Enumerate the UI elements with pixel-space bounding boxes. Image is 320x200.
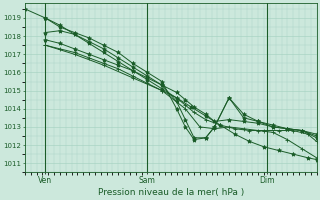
X-axis label: Pression niveau de la mer( hPa ): Pression niveau de la mer( hPa )	[98, 188, 244, 197]
